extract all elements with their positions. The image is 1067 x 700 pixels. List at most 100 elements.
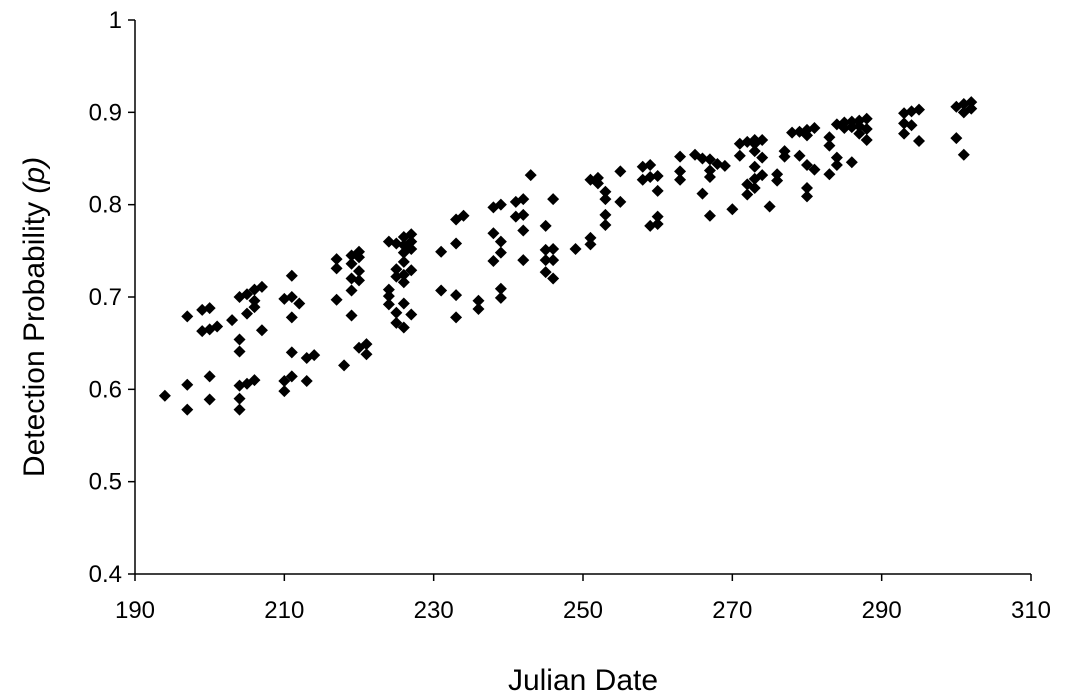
data-point: [494, 235, 507, 248]
data-point: [330, 253, 343, 266]
data-point: [353, 265, 365, 278]
data-point: [494, 246, 507, 259]
data-point: [614, 165, 627, 178]
data-point: [405, 264, 418, 277]
data-point: [293, 297, 306, 310]
data-point: [703, 164, 716, 177]
x-tick-label: 310: [1011, 597, 1051, 624]
data-point: [397, 276, 410, 289]
data-point: [255, 324, 268, 337]
data-point: [748, 145, 761, 158]
data-point: [241, 288, 253, 301]
data-point: [345, 257, 358, 270]
y-axis-title-main: Detection Probability: [18, 194, 51, 477]
data-point: [748, 160, 761, 173]
data-point: [330, 293, 343, 306]
data-point: [651, 184, 664, 197]
data-point: [651, 170, 664, 183]
data-point: [494, 198, 507, 211]
data-point: [726, 203, 739, 216]
data-point: [517, 254, 530, 267]
data-point: [801, 190, 813, 203]
data-point: [248, 294, 261, 307]
data-point: [248, 283, 261, 296]
data-point: [801, 182, 813, 195]
data-point: [390, 306, 403, 319]
data-point: [823, 131, 836, 144]
x-tick-label: 190: [115, 597, 155, 624]
data-point: [547, 254, 560, 267]
data-point: [569, 242, 582, 255]
data-point: [651, 218, 664, 231]
data-point: [748, 182, 761, 195]
data-point: [860, 112, 873, 125]
data-point: [382, 298, 395, 311]
data-point: [405, 235, 418, 248]
data-point: [808, 163, 821, 176]
data-point: [457, 209, 470, 222]
data-point: [539, 254, 552, 267]
data-point: [614, 195, 627, 208]
y-tick-label: 0.4: [89, 561, 122, 588]
data-point: [300, 375, 313, 388]
x-tick-label: 210: [264, 597, 304, 624]
data-point: [823, 168, 836, 181]
data-point: [450, 311, 463, 324]
data-point: [248, 301, 261, 314]
data-point: [255, 280, 268, 293]
data-point: [584, 231, 597, 244]
data-point: [494, 282, 507, 295]
data-point: [845, 121, 858, 134]
data-point: [756, 169, 769, 182]
data-point: [965, 96, 978, 109]
data-point: [591, 177, 604, 190]
data-point: [285, 269, 298, 282]
data-point: [472, 294, 485, 307]
data-point: [405, 242, 418, 255]
data-point: [838, 122, 851, 135]
data-point: [517, 208, 530, 221]
data-point: [226, 314, 239, 327]
data-point: [382, 290, 395, 303]
data-point: [285, 311, 298, 324]
data-point: [718, 159, 731, 172]
data-point: [599, 218, 612, 231]
data-point: [599, 208, 612, 221]
data-point: [674, 173, 687, 186]
data-point: [211, 320, 224, 333]
data-points: [158, 96, 978, 416]
data-point: [382, 283, 395, 296]
data-point: [913, 134, 925, 147]
data-point: [397, 255, 410, 268]
y-axis-title: Detection Probability (p): [18, 157, 51, 477]
data-point: [472, 303, 485, 316]
data-point: [853, 127, 866, 140]
data-point: [330, 262, 343, 275]
x-tick-label: 270: [712, 597, 752, 624]
data-point: [547, 193, 560, 206]
data-point: [285, 370, 298, 383]
data-point: [233, 345, 246, 358]
data-point: [741, 188, 754, 201]
data-point: [703, 170, 716, 183]
data-point: [913, 103, 925, 116]
x-tick-label: 290: [862, 597, 902, 624]
data-point: [950, 132, 963, 145]
data-point: [733, 149, 746, 162]
data-point: [703, 153, 716, 166]
data-point: [360, 338, 373, 351]
y-axis-title-symbol: (p): [18, 157, 51, 194]
data-point: [487, 227, 500, 240]
data-point: [397, 297, 410, 310]
data-point: [644, 158, 657, 171]
data-point: [285, 291, 298, 303]
data-point: [756, 151, 769, 164]
data-point: [801, 158, 813, 171]
data-point: [547, 272, 560, 285]
data-point: [278, 375, 291, 388]
data-point: [584, 238, 597, 251]
data-point: [823, 139, 836, 152]
data-point: [763, 200, 776, 213]
data-point: [233, 403, 246, 416]
y-tick-label: 1: [109, 7, 122, 34]
